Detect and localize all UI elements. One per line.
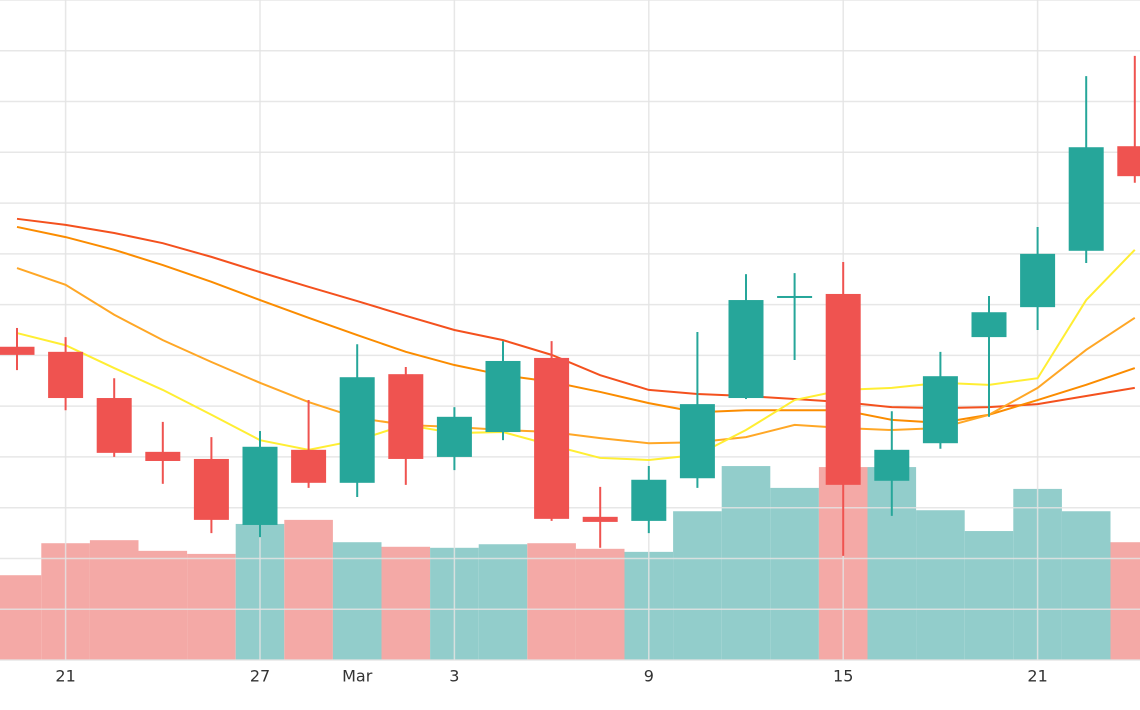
- candle-body: [728, 300, 764, 399]
- volume-bar: [478, 544, 528, 660]
- candle-body: [48, 351, 84, 399]
- volume-bar: [187, 553, 236, 660]
- volume-bar: [964, 531, 1014, 660]
- x-tick-label: 3: [449, 667, 459, 686]
- candle-body: [971, 312, 1007, 338]
- volume-bar: [284, 519, 333, 660]
- candle-body: [1117, 146, 1140, 177]
- volume-layer: [0, 466, 1140, 660]
- x-tick-label: 21: [55, 667, 75, 686]
- moving-average-line: [16, 225, 1136, 424]
- candle-body: [339, 377, 375, 483]
- candle-body: [679, 404, 715, 479]
- candle-body: [193, 458, 229, 520]
- candle-body: [922, 376, 958, 444]
- volume-bar: [673, 511, 722, 660]
- candle-body: [145, 451, 181, 461]
- candle-body: [1068, 147, 1104, 251]
- grid-layer: [0, 0, 1140, 661]
- candle-body: [0, 346, 35, 355]
- candle-body: [291, 449, 327, 483]
- candle-body: [631, 479, 667, 521]
- x-tick-label: 9: [644, 667, 654, 686]
- candle-layer: [0, 55, 1140, 556]
- x-tick-label: 27: [250, 667, 270, 686]
- x-tick-label: 21: [1027, 667, 1047, 686]
- candle-body: [777, 295, 813, 298]
- volume-bar: [332, 542, 382, 660]
- volume-bar: [381, 546, 431, 660]
- volume-bar: [916, 510, 965, 660]
- x-tick-label: Mar: [342, 667, 373, 686]
- candle-body: [388, 374, 424, 459]
- volume-bar: [721, 466, 771, 660]
- volume-bar: [89, 540, 139, 660]
- volume-bar: [527, 543, 576, 660]
- candle-body: [534, 357, 570, 519]
- moving-average-line: [16, 217, 1135, 410]
- candle-body: [436, 416, 472, 457]
- volume-bar: [138, 550, 188, 660]
- moving-average-layer: [16, 217, 1136, 461]
- candle-body: [825, 293, 861, 485]
- candle-body: [242, 446, 278, 525]
- volume-bar: [770, 487, 819, 660]
- candle-body: [96, 398, 132, 453]
- candle-body: [582, 516, 618, 522]
- volume-bar: [1110, 542, 1140, 660]
- volume-bar: [0, 575, 42, 660]
- x-tick-label: 15: [833, 667, 853, 686]
- candle-body: [1020, 253, 1056, 308]
- volume-bar: [1061, 511, 1111, 660]
- x-axis-labels: 21 27 Mar 3 9 15 21: [55, 667, 1047, 686]
- candle-body: [874, 449, 910, 481]
- volume-bar: [575, 548, 625, 660]
- candle-body: [485, 360, 521, 433]
